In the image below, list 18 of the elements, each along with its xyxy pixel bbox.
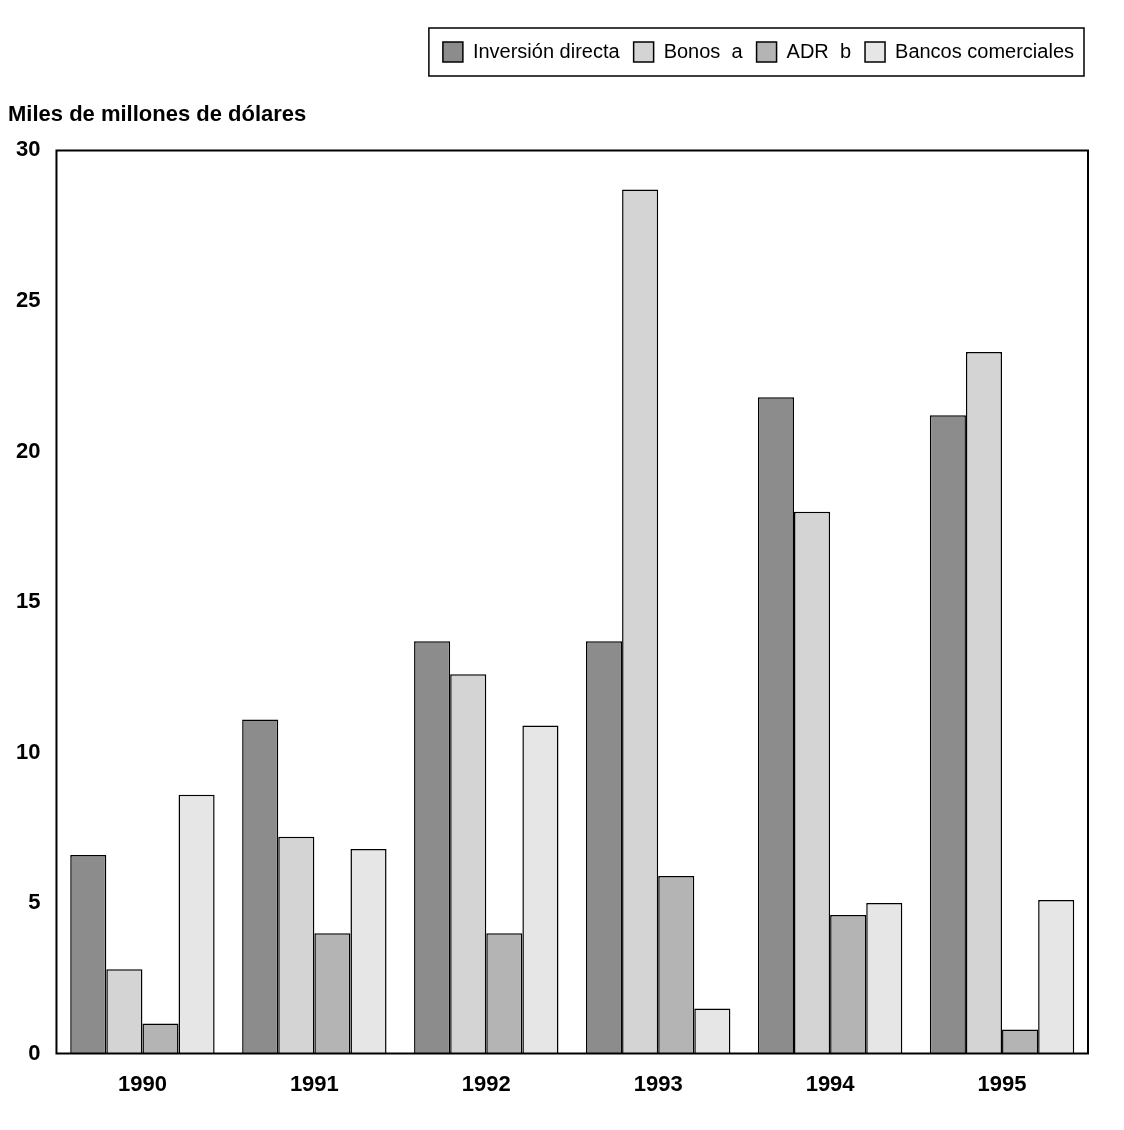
- y-tick-label: 25: [15, 287, 41, 312]
- x-tick-label: 1995: [977, 1070, 1027, 1096]
- y-axis-title: Miles de millones de dólares: [8, 101, 307, 127]
- x-tick-label: 1990: [117, 1070, 167, 1096]
- x-tick-label: 1994: [805, 1070, 856, 1096]
- y-tick-label: 15: [15, 588, 41, 614]
- y-tick-label: 10: [15, 738, 41, 764]
- x-tick-label: 1992: [461, 1070, 511, 1096]
- y-tick-label: 5: [28, 889, 41, 915]
- y-tick-label: 30: [15, 136, 41, 162]
- legend-label: Bonos a: [663, 39, 744, 62]
- x-tick-label: 1991: [289, 1070, 339, 1096]
- y-tick-label: 0: [28, 1039, 41, 1065]
- legend-label: Inversión directa: [472, 39, 621, 62]
- x-tick-label: 1993: [633, 1070, 683, 1096]
- legend-label: Bancos comerciales: [895, 39, 1074, 62]
- legend-label: ADR b: [786, 39, 852, 62]
- y-tick-label: 20: [15, 437, 41, 463]
